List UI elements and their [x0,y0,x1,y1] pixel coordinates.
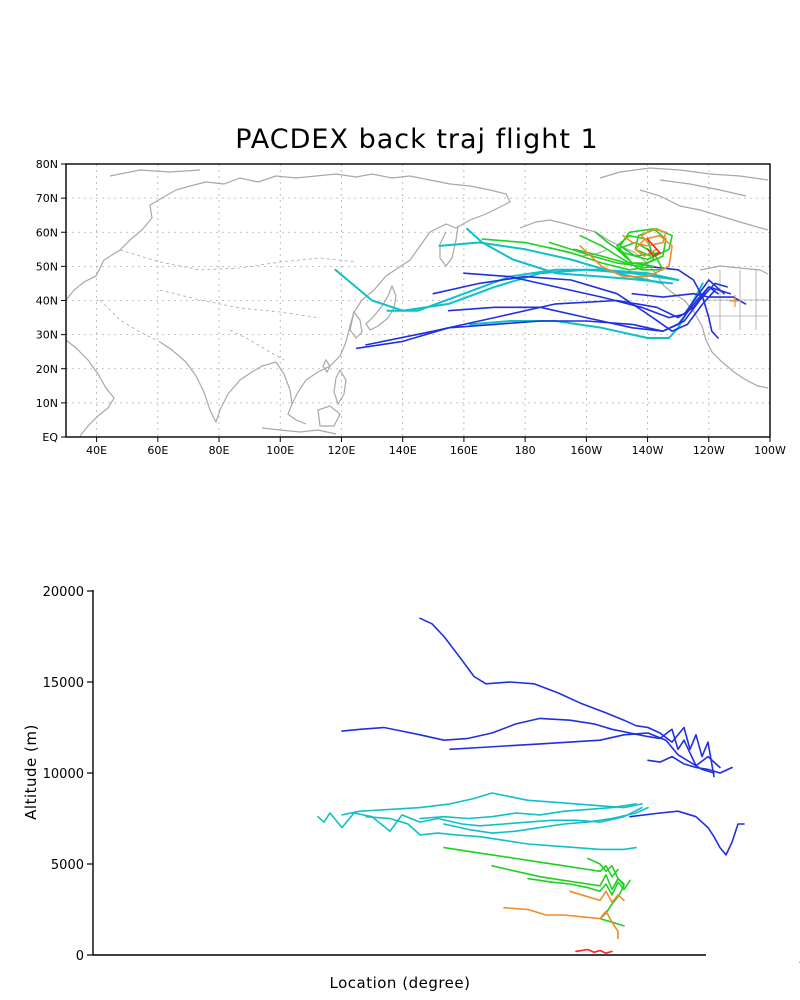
altitude-trajectory-blue [449,732,715,774]
altitude-y-axis: 0 5000 10000 15000 20000 [43,585,93,964]
altitude-trajectory-green [443,846,619,878]
altitude-y-label: Altitude (m) [22,724,40,820]
map-trajectory-red [646,238,661,257]
map-end-marker [729,295,741,307]
map-trajectory-orange [622,228,667,247]
map-trajectory-orange [579,234,673,278]
altitude-trajectory-orange [569,890,625,904]
map-trajectory-green [573,228,667,264]
map-trajectory-blue [646,265,719,339]
map-x-axis: 40E 60E 80E 100E 120E 140E 160E 180 160W 140W 120W… [86,437,786,457]
map-y-tick-label: 10N [36,397,58,410]
map-trajectory-blue [365,286,732,346]
map-y-tick-label: 80N [36,158,58,171]
map-y-tick-label: 50N [36,260,58,273]
map-y-tick-label: 60N [36,226,58,239]
map-trajectories [334,227,747,350]
map-trajectory-blue [355,286,719,350]
altitude-trajectory-cyan [443,806,649,834]
altitude-trajectory-green [527,877,631,896]
map-trajectory-cyan [438,241,664,285]
map-trajectory-blue [463,272,725,319]
altitude-trajectory-orange [503,906,619,940]
altitude-trajectory-blue [419,617,715,778]
map-x-tick-label: 140E [389,444,417,457]
altitude-trajectory-blue [647,755,733,774]
altitude-y-tick-label: 20000 [43,585,84,600]
map-x-tick-label: 180 [515,444,536,457]
map-x-tick-label: 120E [328,444,356,457]
map-y-axis: EQ 10N 20N 30N 40N 50N 60N 70N 80N [36,158,66,444]
map-x-tick-label: 100W [754,444,786,457]
map-x-tick-label: 160E [450,444,478,457]
altitude-trajectory-cyan [341,792,643,816]
map-gridlines [66,164,771,437]
map-y-tick-label: 70N [36,192,58,205]
altitude-y-tick-label: 5000 [51,858,84,873]
map-title: PACDEX back traj flight 1 [235,124,599,155]
map-y-tick-label: 20N [36,363,58,376]
altitude-trajectory-blue [341,717,721,769]
map-x-tick-label: 160W [570,444,602,457]
map-x-tick-label: 120W [693,444,725,457]
altitude-trajectory-green [587,857,625,927]
map-trajectory-green [579,234,664,271]
map-x-tick-label: 80E [209,444,230,457]
altitude-trajectory-cyan [365,815,637,851]
map-coastlines [65,167,769,437]
map-trajectory-blue [447,282,728,333]
altitude-trajectory-red [575,948,613,955]
map-x-tick-label: 60E [147,444,168,457]
altitude-trajectory-cyan [419,803,637,820]
altitude-x-label: Location (degree) [330,974,471,992]
map-y-tick-label: 30N [36,329,58,342]
map-y-tick-label: 40N [36,295,58,308]
altitude-y-tick-label: 15000 [43,676,84,691]
map-trajectory-green [594,228,673,261]
map-y-tick-label: EQ [42,431,58,444]
altitude-trajectory-cyan [317,806,643,833]
altitude-y-tick-label: 10000 [43,767,84,782]
altitude-y-tick-label: 0 [76,949,84,964]
map-x-tick-label: 100E [266,444,294,457]
map-x-tick-label: 40E [86,444,107,457]
altitude-trajectories [317,617,745,955]
map-x-tick-label: 140W [632,444,664,457]
altitude-trajectory-green [491,864,625,891]
altitude-trajectory-blue [629,810,745,856]
map-trajectory-blue [631,292,747,305]
map-frame [65,163,771,438]
map-trajectory-green [481,238,655,271]
